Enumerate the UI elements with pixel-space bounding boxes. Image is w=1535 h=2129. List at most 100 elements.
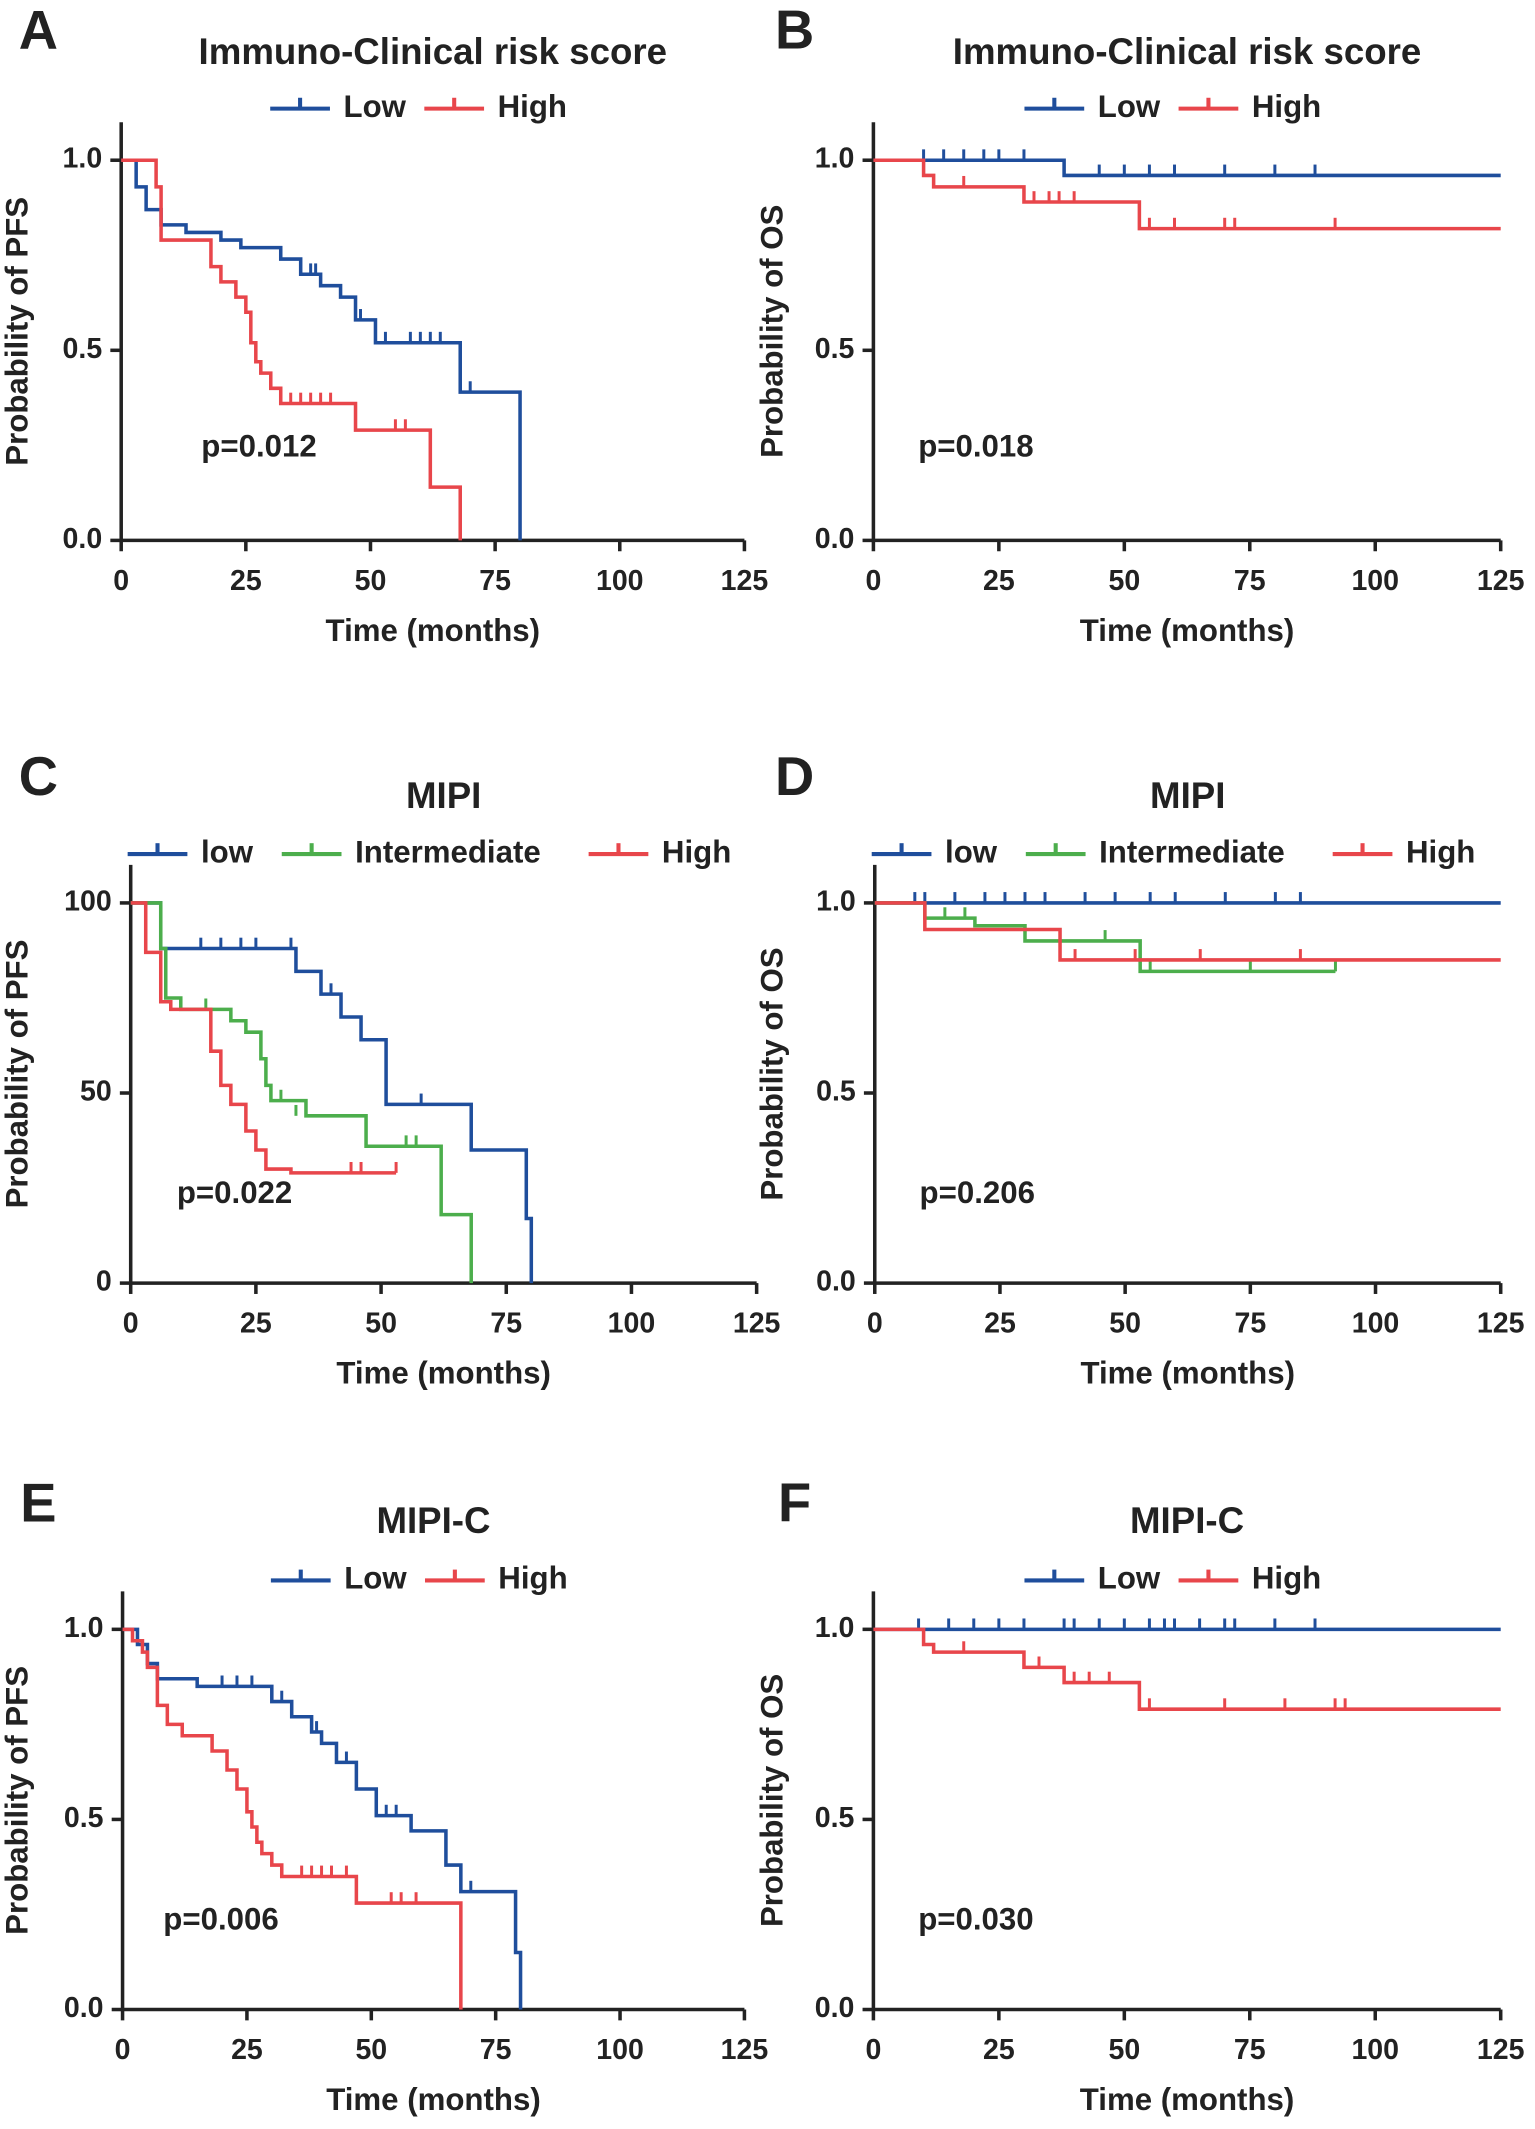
x-tick-label: 100 xyxy=(1351,2034,1399,2066)
annotation: p=0.030 xyxy=(918,1902,1033,1937)
x-tick-label: 50 xyxy=(365,1308,397,1340)
legend-label: High xyxy=(498,89,567,124)
x-tick-label: 25 xyxy=(231,2034,263,2066)
x-tick-label: 25 xyxy=(240,1308,272,1340)
panel-label: C xyxy=(19,746,58,807)
x-tick-label: 50 xyxy=(1108,2034,1140,2066)
y-axis-title: Probability of OS xyxy=(755,205,790,458)
y-tick-label: 50 xyxy=(80,1076,112,1108)
legend-label: High xyxy=(1252,1561,1321,1596)
x-tick-label: 75 xyxy=(480,2034,512,2066)
panel-label: E xyxy=(20,1472,56,1533)
x-tick-label: 25 xyxy=(983,2034,1015,2066)
x-tick-label: 25 xyxy=(984,1308,1016,1340)
y-axis-title: Probability of OS xyxy=(755,947,790,1200)
x-axis-title: Time (months) xyxy=(326,2082,540,2117)
y-tick-label: 0.0 xyxy=(63,523,103,555)
chart-title: MIPI-C xyxy=(376,1500,490,1541)
y-tick-label: 1.0 xyxy=(63,143,103,175)
x-tick-label: 75 xyxy=(1234,1308,1266,1340)
x-tick-label: 75 xyxy=(490,1308,522,1340)
chart-title: Immuno-Clinical risk score xyxy=(953,31,1422,72)
y-tick-label: 0.5 xyxy=(63,333,103,365)
y-tick-label: 0 xyxy=(96,1266,112,1298)
y-axis-title: Probability of OS xyxy=(755,1674,790,1927)
y-tick-label: 0.0 xyxy=(816,1266,856,1298)
axes xyxy=(871,122,1501,543)
axes xyxy=(872,864,1501,1285)
x-tick-label: 100 xyxy=(596,565,644,597)
survival-curve xyxy=(873,158,1501,178)
legend-label: High xyxy=(498,1561,567,1596)
survival-curve xyxy=(873,1627,1501,1711)
x-tick-label: 125 xyxy=(733,1308,781,1340)
y-tick-label: 1.0 xyxy=(815,1612,855,1644)
x-tick-label: 125 xyxy=(721,2034,769,2066)
x-axis-title: Time (months) xyxy=(326,613,540,648)
y-tick-label: 0.0 xyxy=(64,1992,104,2024)
legend-label: Intermediate xyxy=(355,834,541,869)
axes xyxy=(120,1591,745,2012)
x-tick-label: 125 xyxy=(721,565,769,597)
annotation: p=0.018 xyxy=(918,428,1033,463)
x-tick-label: 25 xyxy=(983,565,1015,597)
x-tick-label: 125 xyxy=(1477,565,1525,597)
axes xyxy=(871,1591,1501,2012)
x-tick-label: 0 xyxy=(867,1308,883,1340)
legend-label: High xyxy=(1406,834,1475,869)
x-tick-label: 125 xyxy=(1477,2034,1525,2066)
x-tick-label: 0 xyxy=(115,2034,131,2066)
survival-curve xyxy=(130,901,397,1175)
legend-label: Low xyxy=(344,1561,407,1596)
survival-curve xyxy=(121,158,462,541)
y-tick-label: 0.0 xyxy=(815,523,855,555)
x-tick-label: 0 xyxy=(865,565,881,597)
axes xyxy=(128,864,757,1285)
survival-curve xyxy=(873,158,1501,231)
x-axis-title: Time (months) xyxy=(336,1356,551,1391)
x-axis-title: Time (months) xyxy=(1080,613,1295,648)
x-tick-label: 100 xyxy=(1351,565,1399,597)
legend-label: Intermediate xyxy=(1099,834,1285,869)
y-tick-label: 100 xyxy=(64,885,112,917)
x-tick-label: 0 xyxy=(123,1308,139,1340)
survival-curve xyxy=(121,158,522,541)
x-tick-label: 100 xyxy=(596,2034,644,2066)
x-tick-label: 100 xyxy=(608,1308,656,1340)
y-tick-label: 0.5 xyxy=(815,333,855,365)
x-tick-label: 50 xyxy=(355,2034,387,2066)
panel-label: A xyxy=(19,0,58,60)
chart-title: MIPI xyxy=(406,775,481,816)
y-tick-label: 0.5 xyxy=(64,1802,104,1834)
y-tick-label: 1.0 xyxy=(64,1612,104,1644)
annotation: p=0.206 xyxy=(920,1175,1035,1210)
x-tick-label: 50 xyxy=(355,565,387,597)
panel-label: F xyxy=(778,1472,811,1533)
x-tick-label: 0 xyxy=(113,565,129,597)
y-tick-label: 0.5 xyxy=(815,1802,855,1834)
annotation: p=0.012 xyxy=(201,428,316,463)
y-tick-label: 1.0 xyxy=(816,885,856,917)
panel-label: D xyxy=(775,746,814,807)
annotation: p=0.022 xyxy=(177,1175,292,1210)
panel-label: B xyxy=(775,0,814,60)
x-tick-label: 75 xyxy=(479,565,511,597)
x-tick-label: 0 xyxy=(865,2034,881,2066)
survival-curve xyxy=(130,901,534,1284)
survival-curve xyxy=(122,1627,463,2010)
chart-title: MIPI xyxy=(1150,775,1225,816)
survival-curve xyxy=(130,901,473,1284)
x-tick-label: 75 xyxy=(1234,2034,1266,2066)
x-tick-label: 125 xyxy=(1477,1308,1525,1340)
legend-label: low xyxy=(201,834,254,869)
x-tick-label: 25 xyxy=(230,565,262,597)
legend-label: low xyxy=(945,834,998,869)
legend-label: Low xyxy=(1098,89,1161,124)
axes xyxy=(119,122,745,543)
chart-title: MIPI-C xyxy=(1130,1500,1244,1541)
annotation: p=0.006 xyxy=(163,1902,278,1937)
y-tick-label: 0.0 xyxy=(815,1992,855,2024)
y-tick-label: 1.0 xyxy=(815,143,855,175)
